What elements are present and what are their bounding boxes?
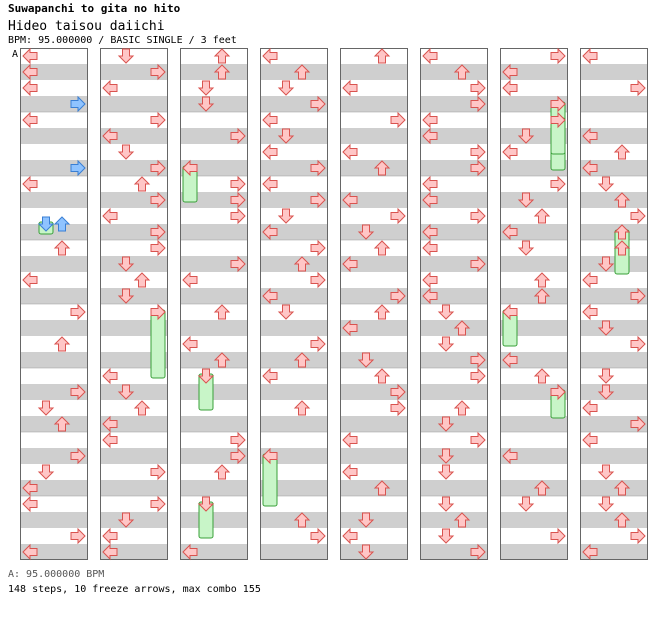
beat-stripe	[180, 352, 248, 368]
beat-stripe	[420, 416, 488, 432]
column-border	[100, 48, 168, 560]
song-subtitle: Hideo taisou daiichi	[8, 19, 165, 34]
beat-stripe	[580, 512, 648, 528]
beat-stripe	[580, 384, 648, 400]
beat-stripe	[260, 320, 328, 336]
step-chart: A	[12, 48, 648, 560]
column-border	[580, 48, 648, 560]
beat-stripe	[340, 544, 408, 560]
beat-stripe	[180, 416, 248, 432]
beat-stripe	[260, 384, 328, 400]
beat-stripe	[100, 288, 168, 304]
beat-stripe	[340, 448, 408, 464]
beat-stripe	[340, 64, 408, 80]
chart-meta: BPM: 95.000000 / BASIC SINGLE / 3 feet	[8, 35, 237, 46]
beat-stripe	[500, 416, 568, 432]
beat-stripe	[580, 480, 648, 496]
beat-stripe	[340, 160, 408, 176]
beat-stripe	[20, 352, 88, 368]
beat-stripe	[180, 320, 248, 336]
beat-stripe	[340, 512, 408, 528]
beat-stripe	[180, 64, 248, 80]
beat-stripe	[180, 384, 248, 400]
beat-stripe	[180, 288, 248, 304]
beat-stripe	[260, 64, 328, 80]
beat-stripe	[420, 512, 488, 528]
beat-stripe	[260, 416, 328, 432]
beat-stripe	[20, 288, 88, 304]
beat-stripe	[420, 64, 488, 80]
beat-stripe	[20, 224, 88, 240]
beat-stripe	[340, 352, 408, 368]
chart-column	[420, 48, 488, 560]
beat-stripe	[580, 448, 648, 464]
beat-stripe	[100, 512, 168, 528]
beat-stripe	[340, 480, 408, 496]
column-border	[420, 48, 488, 560]
beat-stripe	[20, 192, 88, 208]
beat-stripe	[20, 320, 88, 336]
beat-stripe	[100, 96, 168, 112]
chart-column	[180, 48, 248, 560]
beat-stripe	[260, 544, 328, 560]
footer-bpm: A: 95.000000 BPM	[8, 569, 105, 580]
beat-stripe	[100, 480, 168, 496]
beat-stripe	[180, 480, 248, 496]
beat-stripe	[580, 256, 648, 272]
chart-column	[580, 48, 648, 560]
beat-stripe	[420, 448, 488, 464]
column-border	[500, 48, 568, 560]
beat-stripe	[500, 192, 568, 208]
beat-stripe	[20, 416, 88, 432]
beat-stripe	[500, 544, 568, 560]
column-border	[20, 48, 88, 560]
beat-stripe	[260, 256, 328, 272]
beat-stripe	[580, 96, 648, 112]
beat-stripe	[180, 512, 248, 528]
beat-stripe	[580, 192, 648, 208]
beat-stripe	[100, 256, 168, 272]
chart-column	[340, 48, 408, 560]
beat-stripe	[500, 480, 568, 496]
beat-stripe	[340, 128, 408, 144]
beat-stripe	[500, 256, 568, 272]
beat-stripe	[180, 96, 248, 112]
column-border	[260, 48, 328, 560]
beat-stripe	[420, 384, 488, 400]
beat-stripe	[180, 224, 248, 240]
beat-stripe	[100, 448, 168, 464]
section-label: A	[12, 49, 18, 60]
beat-stripe	[260, 128, 328, 144]
beat-stripe	[420, 320, 488, 336]
beat-stripe	[420, 480, 488, 496]
beat-stripe	[340, 224, 408, 240]
song-title: Suwapanchi to gita no hito	[8, 2, 181, 15]
beat-stripe	[100, 384, 168, 400]
column-border	[340, 48, 408, 560]
beat-stripe	[340, 96, 408, 112]
beat-stripe	[260, 512, 328, 528]
beat-stripe	[20, 512, 88, 528]
beat-stripe	[580, 320, 648, 336]
footer-stats: 148 steps, 10 freeze arrows, max combo 1…	[8, 584, 261, 595]
beat-stripe	[580, 224, 648, 240]
beat-stripe	[500, 512, 568, 528]
column-border	[180, 48, 248, 560]
beat-stripe	[340, 416, 408, 432]
beat-stripe	[580, 64, 648, 80]
beat-stripe	[20, 128, 88, 144]
beat-stripe	[260, 352, 328, 368]
beat-stripe	[580, 352, 648, 368]
beat-stripe	[20, 256, 88, 272]
beat-stripe	[500, 288, 568, 304]
freeze-arrow-body	[150, 309, 166, 379]
